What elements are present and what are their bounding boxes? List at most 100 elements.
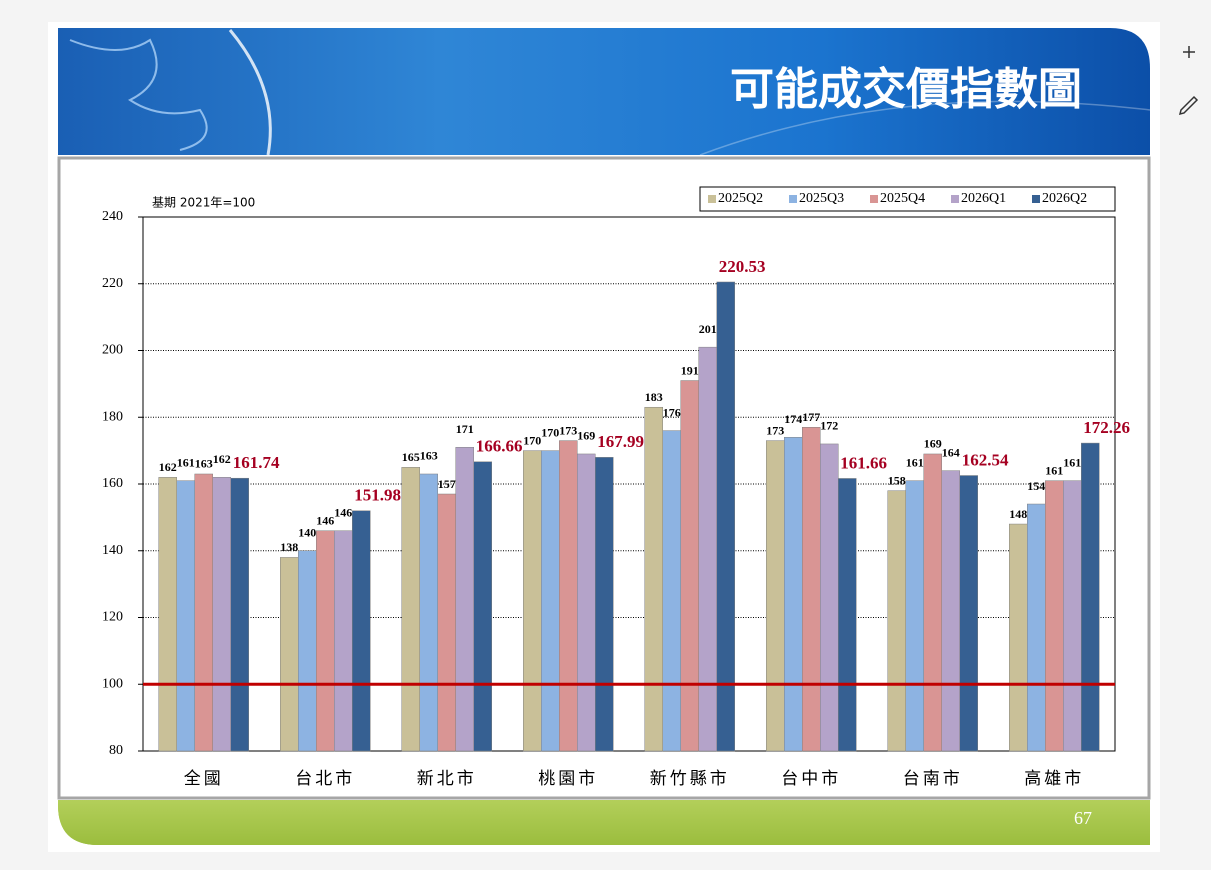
highlight-label: 166.66 [476,437,523,456]
x-tick-label: 桃園市 [538,769,598,789]
value-label: 162 [159,460,177,474]
legend-label: 2025Q4 [880,191,925,206]
footer-band [58,800,1150,845]
value-label: 183 [645,390,663,404]
value-label: 169 [924,437,942,451]
bar [662,430,681,752]
value-label: 138 [280,540,298,554]
x-tick-label: 台南市 [903,769,963,789]
x-tick-label: 台北市 [295,769,355,789]
bar [280,557,299,752]
value-label: 170 [523,433,541,447]
bar [473,461,492,752]
x-tick-label: 高雄市 [1024,769,1084,789]
bar [230,477,249,752]
legend-box [699,186,1116,212]
value-label: 169 [577,429,595,443]
y-tick-label: 80 [109,743,123,758]
bar [194,473,213,752]
value-label: 146 [334,505,352,519]
value-label: 165 [402,450,420,464]
banner-decoration [69,38,208,151]
value-label: 148 [1009,507,1027,521]
value-label: 162 [213,452,231,466]
legend-swatch [951,195,959,203]
bar [1045,480,1064,752]
value-label: 163 [195,457,213,471]
bar [766,440,785,752]
value-label: 164 [942,445,960,459]
value-label: 161 [906,455,924,469]
x-tick-label: 新竹縣市 [650,769,730,789]
bar [680,380,699,752]
legend-label: 2025Q2 [718,191,763,206]
bar [437,493,456,752]
bar [401,467,420,752]
bar [559,440,578,752]
legend-swatch [708,195,716,203]
add-icon[interactable] [1183,46,1195,58]
bar [784,437,803,752]
y-tick-label: 240 [102,209,123,224]
value-label: 140 [298,526,316,540]
legend-swatch [870,195,878,203]
bar [887,490,906,752]
bar [716,281,735,752]
page-number: 67 [1074,808,1092,828]
x-tick-label: 台中市 [781,769,841,789]
bar [1081,442,1100,752]
highlight-label: 162.54 [962,450,1009,469]
edit-icon[interactable] [1178,95,1199,116]
bar [298,550,317,752]
bar [905,480,924,752]
value-label: 163 [420,449,438,463]
bar [176,480,195,752]
highlight-label: 161.74 [233,453,280,472]
bar [838,478,857,752]
banner-decoration [699,100,1151,156]
value-label: 176 [663,405,681,419]
bar [212,477,231,752]
x-tick-label: 新北市 [417,769,477,789]
bar [923,453,942,752]
value-label: 157 [438,477,456,491]
bar [1027,503,1046,752]
highlight-label: 172.26 [1083,418,1130,437]
banner [58,28,1150,155]
value-label: 172 [820,419,838,433]
slide-title: 可能成交價指數圖 [730,64,1082,115]
legend-label: 2025Q3 [799,191,844,206]
bar [523,450,542,752]
value-label: 191 [681,363,699,377]
value-label: 158 [888,473,906,487]
bar [334,530,353,752]
legend-swatch [1032,195,1040,203]
bar [820,443,839,752]
value-label: 161 [177,455,195,469]
bar [316,530,335,752]
value-label: 171 [456,422,474,436]
bar [1063,480,1082,752]
bar [541,450,560,752]
bar [1009,523,1028,752]
legend-label: 2026Q2 [1042,191,1087,206]
bar [352,510,371,752]
value-label: 177 [802,410,820,424]
highlight-label: 161.66 [840,453,887,472]
value-label: 173 [766,423,784,437]
y-tick-label: 220 [102,276,123,291]
bar [455,447,474,752]
bar [698,346,717,752]
y-tick-label: 120 [102,610,123,625]
legend-label: 2026Q1 [961,191,1006,206]
value-label: 146 [316,513,334,527]
bar [802,427,821,752]
highlight-label: 167.99 [597,432,644,451]
bar [644,406,663,752]
highlight-label: 220.53 [719,257,766,276]
bar [941,470,960,752]
y-tick-label: 100 [102,676,123,691]
y-tick-label: 180 [102,409,123,424]
value-label: 201 [699,322,717,336]
